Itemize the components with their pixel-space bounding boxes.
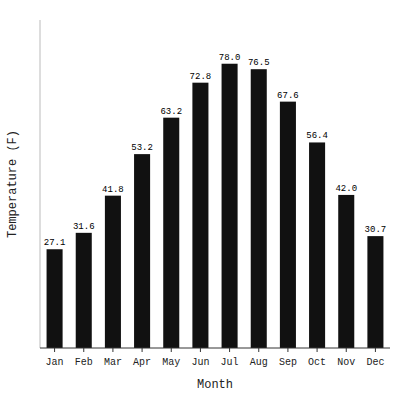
data-label: 78.0 (219, 53, 241, 63)
x-tick-label: Aug (250, 357, 268, 368)
data-label: 42.0 (335, 184, 357, 194)
x-tick (171, 348, 172, 352)
x-tick-label: Sep (279, 357, 297, 368)
x-tick (112, 348, 113, 352)
x-tick (375, 348, 376, 352)
x-tick-label: Dec (366, 357, 384, 368)
x-axis-line (40, 348, 390, 349)
x-tick (229, 348, 230, 352)
bars (47, 64, 384, 348)
data-label: 41.8 (102, 185, 124, 195)
data-label: 27.1 (44, 238, 66, 248)
data-label: 67.6 (277, 91, 299, 101)
x-tick (200, 348, 201, 352)
x-tick (83, 348, 84, 352)
bar (192, 83, 208, 348)
data-label: 72.8 (190, 72, 212, 82)
bar (222, 64, 238, 348)
y-axis-label: Temperature (F) (6, 130, 20, 238)
x-tick (287, 348, 288, 352)
x-tick-label: Jul (221, 357, 239, 368)
x-axis-label: Month (197, 378, 233, 392)
bar (280, 102, 296, 348)
data-label: 30.7 (365, 225, 387, 235)
data-label: 63.2 (160, 107, 182, 117)
x-tick-label: Apr (133, 357, 151, 368)
x-tick-label: Mar (104, 357, 122, 368)
bar (163, 118, 179, 348)
data-label: 76.5 (248, 58, 270, 68)
y-axis-line (40, 20, 41, 348)
data-label: 53.2 (131, 143, 153, 153)
x-tick-label: Oct (308, 357, 326, 368)
bar (309, 142, 325, 348)
x-tick-label: May (162, 357, 180, 368)
x-tick-label: Jan (46, 357, 64, 368)
x-tick-label: Nov (337, 357, 355, 368)
x-tick (142, 348, 143, 352)
x-tick (54, 348, 55, 352)
bar (105, 196, 121, 348)
x-tick (258, 348, 259, 352)
x-tick-label: Feb (75, 357, 93, 368)
data-label: 56.4 (306, 131, 328, 141)
chart-svg: Jan Feb Mar Apr May Jun Jul Aug Sep Oct Nov Dec 27.1… (0, 0, 400, 400)
bar (47, 249, 63, 348)
x-tick-label: Jun (191, 357, 209, 368)
bar (367, 236, 383, 348)
data-label: 31.6 (73, 222, 95, 232)
x-tick (346, 348, 347, 352)
bar (76, 233, 92, 348)
x-tick (317, 348, 318, 352)
bar (134, 154, 150, 348)
chart-container: Jan Feb Mar Apr May Jun Jul Aug Sep Oct Nov Dec 27.1… (0, 0, 400, 400)
bar (338, 195, 354, 348)
bar (251, 69, 267, 348)
